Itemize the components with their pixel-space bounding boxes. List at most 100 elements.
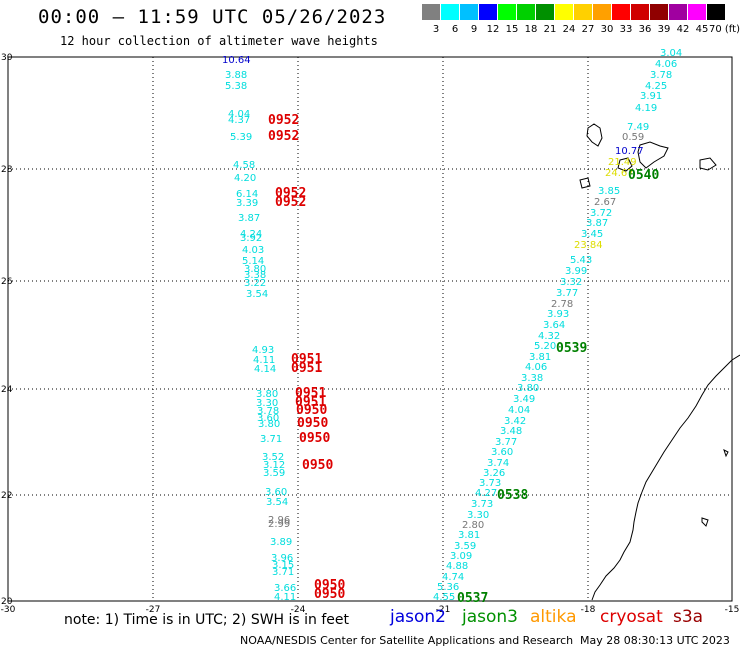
- pass-time-label: 0951: [291, 361, 322, 376]
- wave-height-value: 3.88: [225, 70, 247, 81]
- lon-tick-label: -30: [1, 605, 16, 615]
- wave-height-value: 3.32: [560, 277, 582, 288]
- lat-lon-grid: [8, 57, 732, 601]
- wave-height-value: 3.92: [240, 233, 262, 244]
- pass-time-label: 0950: [299, 431, 330, 446]
- pass-time-label: 0951: [295, 395, 326, 410]
- track-east-times: 0540 0539 0538 0537: [457, 168, 659, 606]
- wave-height-value: 4.11: [274, 592, 296, 603]
- track-west-times: 0952095209520952095109510951095109500950…: [268, 113, 345, 602]
- page-subtitle: 12 hour collection of altimeter wave hei…: [60, 34, 378, 48]
- satellite-legend-item: jason3: [462, 607, 518, 627]
- wave-height-value: 4.74: [442, 572, 464, 583]
- wave-height-value: 4.04: [508, 405, 530, 416]
- wave-height-value: 7.49: [627, 122, 649, 133]
- wave-height-value: 3.59: [263, 468, 285, 479]
- wave-height-value: 3.80: [244, 264, 266, 275]
- pass-time-label: 0950: [314, 587, 345, 602]
- wave-height-value: 4.32: [538, 331, 560, 342]
- colorbar-swatch: [688, 4, 706, 20]
- wave-height-value: 3.54: [246, 289, 268, 300]
- wave-height-value: 3.77: [495, 437, 517, 448]
- lat-tick-label: 22: [1, 491, 12, 501]
- colorbar-label: 24: [562, 24, 576, 35]
- wave-height-value: 3.52: [262, 452, 284, 463]
- wave-height-value: 3.60: [491, 447, 513, 458]
- colorbar-swatch: [536, 4, 554, 20]
- colorbar-label: 36: [638, 24, 652, 35]
- track-west-values: 10.643.885.384.044.375.394.584.206.143.3…: [222, 55, 296, 603]
- wave-height-value: 3.91: [640, 91, 662, 102]
- wave-height-value: 4.06: [525, 362, 547, 373]
- wave-height-value: 3.09: [450, 551, 472, 562]
- wave-height-value: 4.55: [433, 592, 455, 603]
- pass-time-label: 0950: [297, 416, 328, 431]
- colorbar-label: 30: [600, 24, 614, 35]
- wave-height-value: 3.87: [238, 213, 260, 224]
- satellite-legend-item: altika: [530, 607, 577, 627]
- wave-height-value: 3.71: [272, 567, 294, 578]
- track-east-values: 3.044.063.784.253.914.197.490.5910.7721.…: [433, 48, 682, 603]
- colorbar-swatch: [460, 4, 478, 20]
- lat-tick-label: 30: [1, 53, 13, 63]
- wave-height-value: 3.26: [483, 468, 505, 479]
- colorbar-swatch: [669, 4, 687, 20]
- wave-height-value: 4.27: [475, 488, 497, 499]
- wave-height-value: 5.39: [230, 132, 252, 143]
- wave-height-value: 3.78: [650, 70, 672, 81]
- wave-height-value: 3.72: [590, 208, 612, 219]
- island-gran-canaria: [617, 157, 633, 172]
- colorbar-label: 39: [657, 24, 671, 35]
- satellite-legend-item: cryosat: [600, 607, 663, 627]
- wave-height-value: 4.58: [233, 160, 255, 171]
- pass-time-label: 0539: [556, 341, 587, 356]
- wave-height-value: 2.99: [268, 519, 290, 530]
- wave-height-value: 3.64: [543, 320, 565, 331]
- wave-height-value: 3.80: [517, 383, 539, 394]
- island-gomera: [579, 177, 591, 189]
- colorbar-label: 27: [581, 24, 595, 35]
- wave-height-value: 3.12: [263, 460, 285, 471]
- colorbar-swatch: [650, 4, 668, 20]
- colorbar-label: 12: [486, 24, 500, 35]
- footer-credit: NOAA/NESDIS Center for Satellite Applica…: [240, 634, 574, 647]
- wave-height-value: 3.89: [270, 537, 292, 548]
- wave-height-value: 0.59: [622, 132, 644, 143]
- wave-height-value: 4.20: [234, 173, 256, 184]
- islet-2: [723, 449, 729, 458]
- wave-height-value: 3.04: [660, 48, 682, 59]
- colorbar-label: 42: [676, 24, 690, 35]
- wave-height-value: 3.54: [266, 497, 288, 508]
- satellite-legend-item: s3a: [673, 607, 704, 627]
- colorbar-swatch: [422, 4, 440, 20]
- wave-height-value: 3.81: [458, 530, 480, 541]
- lat-tick-label: 24: [1, 385, 13, 395]
- wave-height-value: 4.19: [635, 103, 657, 114]
- page-title: 00:00 – 11:59 UTC 05/26/2023: [38, 6, 387, 28]
- wave-height-value: 10.77: [615, 146, 644, 157]
- map-frame: [7, 56, 733, 602]
- wave-height-value: 3.59: [454, 541, 476, 552]
- lat-tick-label: 28: [1, 165, 13, 175]
- wave-height-value: 4.06: [655, 59, 677, 70]
- colorbar-label: 21: [543, 24, 557, 35]
- pass-time-label: 0951: [291, 352, 322, 367]
- wave-height-value: 4.24: [240, 229, 262, 240]
- axis-ticks: 30 28 26 24 22 20-30 -27 -24 -21 -18 -15: [1, 53, 740, 615]
- islet-1: [701, 517, 709, 527]
- wave-height-value: 5.20: [534, 341, 556, 352]
- lon-tick-label: -27: [146, 605, 161, 615]
- lon-tick-label: -21: [436, 605, 451, 615]
- wave-height-value: 4.11: [253, 355, 275, 366]
- wave-height-value: 3.73: [471, 499, 493, 510]
- colorbar-swatch: [498, 4, 516, 20]
- wave-height-value: 4.04: [228, 109, 250, 120]
- wave-height-value: 3.60: [257, 413, 279, 424]
- wave-height-value: 23.84: [574, 240, 603, 251]
- wave-height-value: 3.39: [236, 198, 258, 209]
- colorbar-label: 3: [432, 24, 440, 35]
- wave-height-value: 3.87: [586, 218, 608, 229]
- colorbar-swatch: [707, 4, 725, 20]
- wave-height-value: 3.48: [500, 426, 522, 437]
- wave-height-value: 4.03: [242, 245, 264, 256]
